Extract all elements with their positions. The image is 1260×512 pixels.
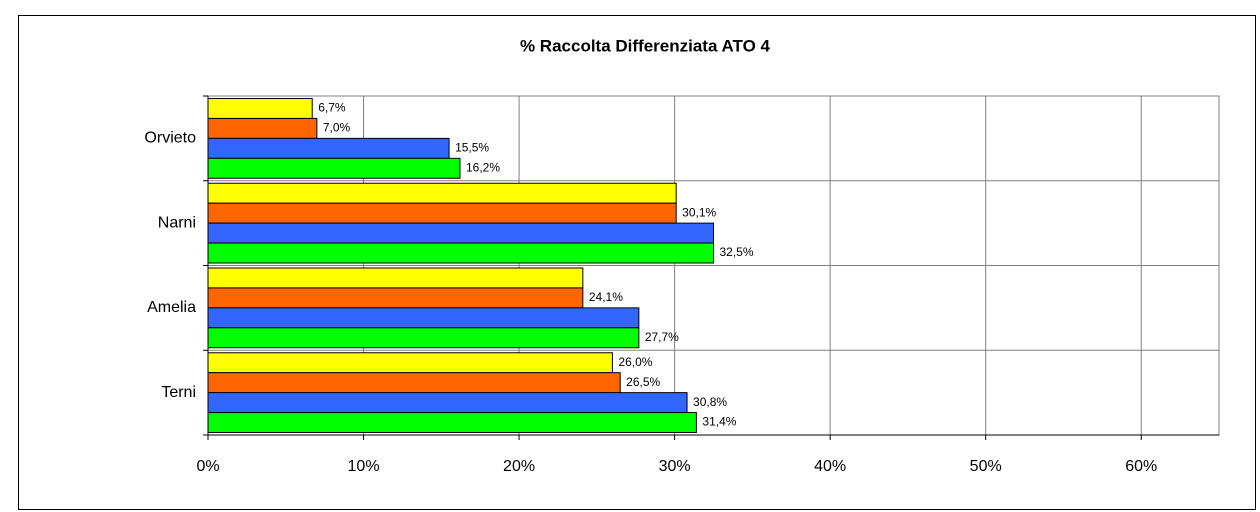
bar bbox=[207, 242, 714, 264]
bar bbox=[207, 182, 677, 204]
bar bbox=[207, 307, 640, 329]
x-tick-label: 0% bbox=[196, 458, 219, 475]
bar bbox=[207, 157, 461, 179]
data-label: 6,7% bbox=[318, 101, 346, 115]
chart-title: % Raccolta Differenziata ATO 4 bbox=[520, 36, 771, 55]
bar bbox=[207, 392, 688, 414]
bar bbox=[207, 327, 640, 349]
data-label: 16,2% bbox=[466, 160, 500, 174]
bar bbox=[207, 287, 584, 309]
data-label: 15,5% bbox=[455, 141, 489, 155]
data-label: 31,4% bbox=[702, 415, 736, 429]
bar bbox=[207, 267, 584, 289]
x-tick-label: 20% bbox=[503, 458, 535, 475]
bar bbox=[207, 117, 318, 139]
data-label: 27,7% bbox=[645, 330, 679, 344]
data-label: 7,0% bbox=[323, 121, 351, 135]
bar bbox=[207, 352, 613, 374]
y-tick-label: Amelia bbox=[147, 299, 196, 316]
bar bbox=[207, 412, 697, 433]
y-tick-label: Orvieto bbox=[144, 130, 196, 147]
data-label: 32,5% bbox=[720, 245, 754, 259]
y-tick-label: Narni bbox=[158, 214, 196, 231]
y-tick-label: Terni bbox=[161, 384, 196, 401]
data-label: 26,5% bbox=[626, 375, 660, 389]
data-label: 30,1% bbox=[682, 205, 716, 219]
bar bbox=[207, 98, 313, 119]
bar bbox=[207, 222, 714, 244]
data-label: 26,0% bbox=[618, 355, 652, 369]
data-label: 30,8% bbox=[693, 395, 727, 409]
x-tick-label: 10% bbox=[348, 458, 380, 475]
x-tick-label: 30% bbox=[659, 458, 691, 475]
bar bbox=[207, 372, 621, 394]
bar bbox=[207, 137, 450, 159]
x-tick-label: 50% bbox=[970, 458, 1002, 475]
x-tick-label: 40% bbox=[814, 458, 846, 475]
x-tick-label: 60% bbox=[1125, 458, 1157, 475]
bar bbox=[207, 202, 677, 224]
data-label: 24,1% bbox=[589, 290, 623, 304]
